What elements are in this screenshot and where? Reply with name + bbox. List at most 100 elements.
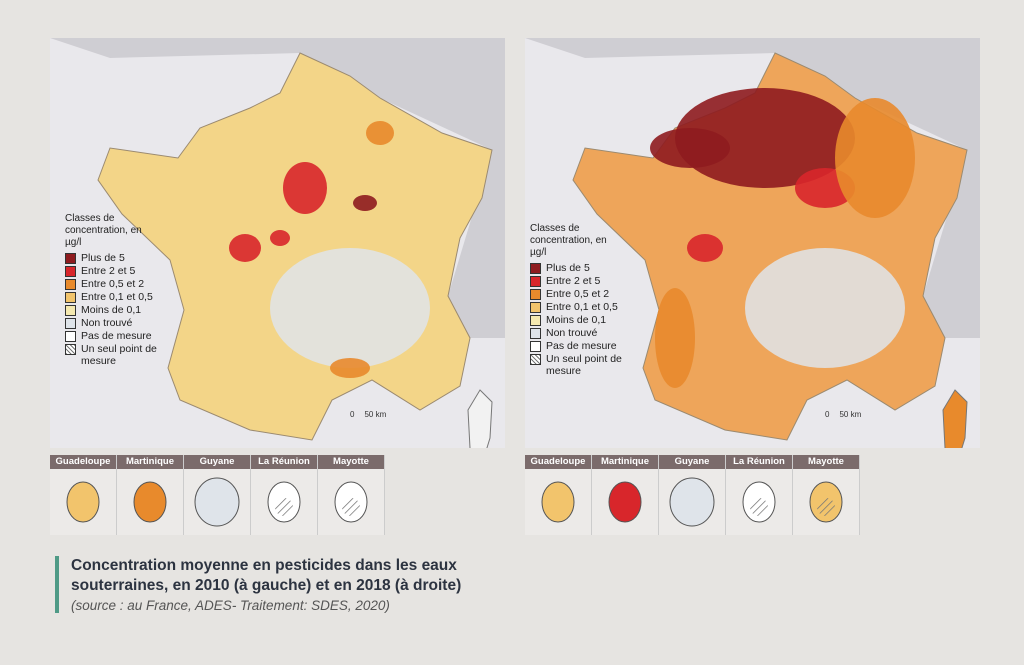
overseas-label: La Réunion [251, 455, 317, 469]
legend-label: Non trouvé [546, 327, 598, 339]
legend-swatch [65, 253, 76, 264]
legend-swatch [65, 279, 76, 290]
legend-label: Entre 0,5 et 2 [546, 288, 610, 300]
legend-item: Entre 0,5 et 2 [65, 278, 191, 291]
concentration-area [366, 121, 394, 145]
overseas-strip: Guadeloupe Martinique Guyane La Réunion Mayo… [50, 455, 385, 535]
territory-hatch [750, 498, 768, 516]
overseas-strip: Guadeloupe Martinique Guyane La Réunion Mayo… [525, 455, 860, 535]
legend: Classes de concentration, en µg/l Plus de… [530, 223, 656, 377]
overseas-label: Martinique [117, 455, 183, 469]
scale: 0 50 km [825, 410, 861, 419]
corsica [467, 389, 493, 448]
legend-title: Classes de concentration, en µg/l [65, 213, 142, 248]
concentration-area [229, 234, 261, 262]
territory-hatch [817, 498, 835, 516]
legend-item: Entre 0,1 et 0,5 [530, 301, 656, 314]
overseas-box: Guadeloupe [525, 455, 592, 535]
scale-zero: 0 [825, 410, 830, 419]
legend-swatch [530, 341, 541, 352]
legend-item: Pas de mesure [530, 340, 656, 353]
concentration-area [270, 230, 290, 246]
concentration-area [650, 128, 730, 168]
overseas-map [267, 481, 301, 523]
legend-swatch [65, 266, 76, 277]
territory [541, 481, 575, 523]
territory [66, 481, 100, 523]
overseas-box: Guyane [659, 455, 726, 535]
overseas-map [742, 481, 776, 523]
overseas-map [608, 481, 642, 523]
legend-label: Plus de 5 [546, 262, 590, 274]
territory [608, 481, 642, 523]
legend-swatch [65, 344, 76, 355]
legend-swatch [65, 292, 76, 303]
overseas-label: La Réunion [726, 455, 792, 469]
legend-swatch [530, 328, 541, 339]
legend-item: Plus de 5 [65, 252, 191, 265]
legend-swatch [530, 315, 541, 326]
legend-label: Un seul point de mesure [546, 353, 622, 377]
legend-label: Entre 2 et 5 [546, 275, 601, 287]
legend-swatch [530, 289, 541, 300]
legend-item: Un seul point de mesure [530, 353, 656, 377]
legend-item: Non trouvé [65, 317, 191, 330]
not-found-area [270, 248, 430, 368]
overseas-map [133, 481, 167, 523]
overseas-label: Guadeloupe [525, 455, 591, 469]
legend-item: Pas de mesure [65, 330, 191, 343]
legend-label: Pas de mesure [81, 330, 152, 342]
map [525, 38, 980, 448]
legend-swatch [530, 302, 541, 313]
overseas-label: Mayotte [318, 455, 384, 469]
scale-distance: 50 km [364, 410, 387, 419]
overseas-map [334, 481, 368, 523]
scale: 0 50 km [350, 410, 386, 419]
legend-swatch [530, 263, 541, 274]
overseas-box: Mayotte [793, 455, 860, 535]
overseas-box: La Réunion [251, 455, 318, 535]
legend-item: Un seul point de mesure [65, 343, 191, 367]
map [50, 38, 505, 448]
overseas-label: Martinique [592, 455, 658, 469]
overseas-box: Martinique [592, 455, 659, 535]
concentration-area [655, 288, 695, 388]
legend: Classes de concentration, en µg/l Plus de… [65, 213, 191, 367]
legend-item: Entre 0,5 et 2 [530, 288, 656, 301]
overseas-label: Guyane [659, 455, 725, 469]
legend-label: Entre 2 et 5 [81, 265, 136, 277]
overseas-label: Mayotte [793, 455, 859, 469]
not-found-area [745, 248, 905, 368]
map-panel: Classes de concentration, en µg/l Plus de… [50, 38, 505, 448]
territory-hatch [275, 498, 293, 516]
concentration-area [835, 98, 915, 218]
legend-item: Entre 2 et 5 [530, 275, 656, 288]
legend-label: Plus de 5 [81, 252, 125, 264]
overseas-map [194, 477, 240, 527]
concentration-area [353, 195, 377, 211]
overseas-map [669, 477, 715, 527]
legend-label: Entre 0,5 et 2 [81, 278, 145, 290]
neighbours [525, 38, 980, 338]
neighbours [50, 38, 505, 338]
legend-label: Moins de 0,1 [546, 314, 607, 326]
caption-title: Concentration moyenne en pesticides dans… [71, 557, 462, 594]
legend-label: Moins de 0,1 [81, 304, 142, 316]
territory [194, 477, 240, 527]
overseas-label: Guyane [184, 455, 250, 469]
overseas-map [66, 481, 100, 523]
legend-label: Pas de mesure [546, 340, 617, 352]
concentration-area [675, 88, 855, 188]
legend-item: Moins de 0,1 [65, 304, 191, 317]
legend-swatch [65, 305, 76, 316]
overseas-map [809, 481, 843, 523]
legend-label: Non trouvé [81, 317, 133, 329]
caption: Concentration moyenne en pesticides dans… [55, 556, 541, 613]
concentration-area [687, 234, 723, 262]
legend-item: Entre 0,1 et 0,5 [65, 291, 191, 304]
concentration-area [330, 358, 370, 378]
legend-item: Entre 2 et 5 [65, 265, 191, 278]
map-panel: Classes de concentration, en µg/l Plus de… [525, 38, 980, 448]
legend-swatch [65, 318, 76, 329]
